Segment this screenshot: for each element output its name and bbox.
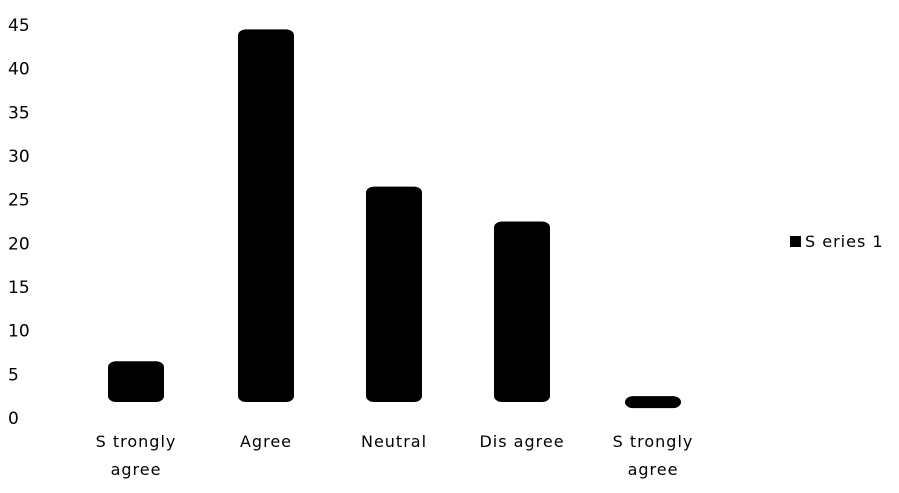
legend-label: S eries 1 xyxy=(805,232,884,251)
x-category-label: S trongly agree xyxy=(613,432,694,479)
x-category-label-line: Dis agree xyxy=(479,432,564,451)
x-category-label: Neutral xyxy=(361,432,427,451)
y-tick-label: 30 xyxy=(8,147,30,167)
x-category-label: Dis agree xyxy=(479,432,564,451)
bar xyxy=(494,221,550,402)
x-category-label-line: agree xyxy=(628,460,679,479)
y-tick-label: 35 xyxy=(8,103,30,123)
x-axis-category-labels: S trongly agree Agree Neutral Dis agree S tro… xyxy=(96,432,694,479)
y-tick-label: 5 xyxy=(8,365,19,385)
x-category-label: S trongly agree xyxy=(96,432,177,479)
y-tick-label: 15 xyxy=(8,278,30,298)
y-tick-label: 45 xyxy=(8,16,30,36)
y-axis-tick-labels: 0 5 10 15 20 25 30 35 40 45 xyxy=(8,16,30,429)
bar xyxy=(108,361,164,402)
bars xyxy=(108,29,681,409)
legend: S eries 1 xyxy=(790,232,884,251)
x-category-label-line: Agree xyxy=(240,432,292,451)
bar xyxy=(366,186,422,402)
y-tick-label: 0 xyxy=(8,409,19,429)
bar xyxy=(238,29,294,402)
y-tick-label: 40 xyxy=(8,60,30,80)
y-tick-label: 10 xyxy=(8,322,30,342)
legend-swatch xyxy=(790,236,801,247)
bar xyxy=(625,396,681,409)
x-category-label-line: S trongly xyxy=(96,432,177,451)
x-category-label-line: S trongly xyxy=(613,432,694,451)
x-category-label-line: agree xyxy=(111,460,162,479)
x-category-label: Agree xyxy=(240,432,292,451)
x-category-label-line: Neutral xyxy=(361,432,427,451)
y-tick-label: 25 xyxy=(8,191,30,211)
y-tick-label: 20 xyxy=(8,234,30,254)
